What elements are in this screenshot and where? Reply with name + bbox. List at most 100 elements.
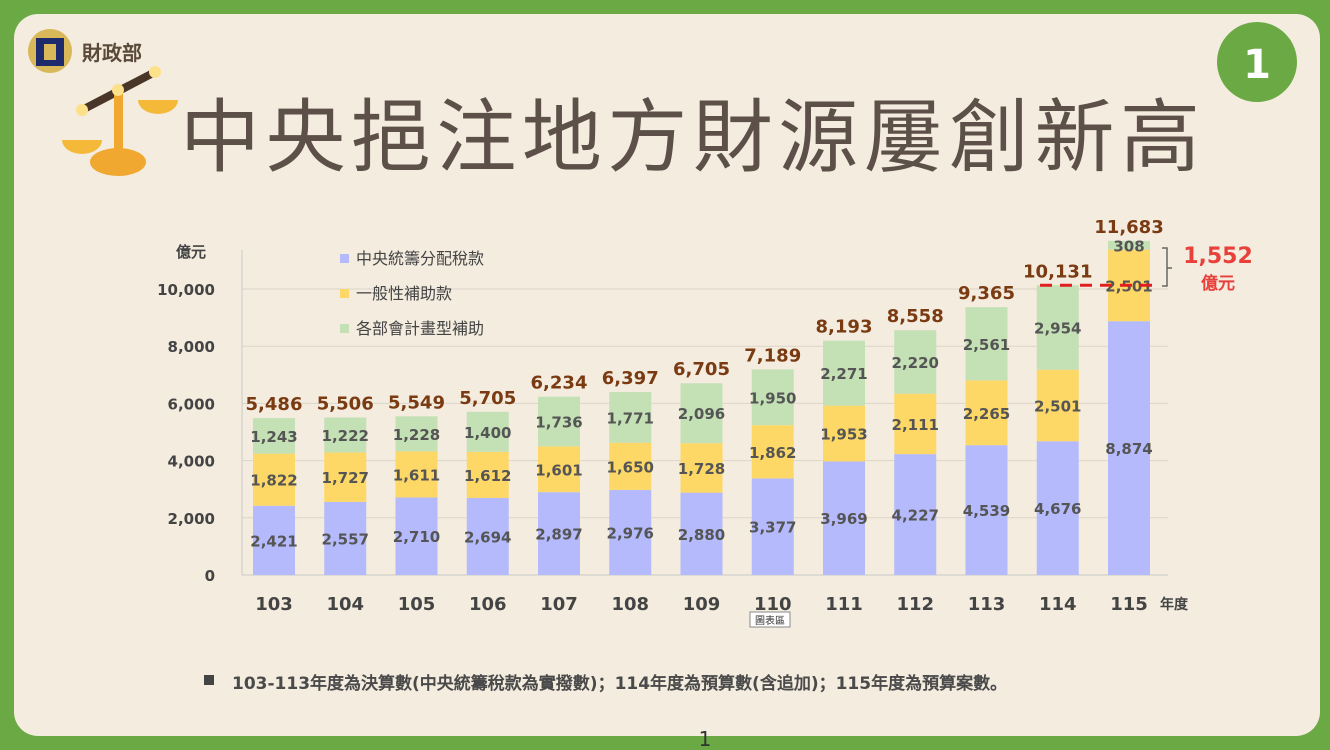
data-label: 2,271 — [820, 365, 867, 383]
total-label: 8,558 — [887, 306, 944, 327]
bar-segment — [395, 451, 438, 498]
x-tick-label: 105 — [398, 594, 436, 615]
bar-segment — [395, 497, 438, 575]
total-label: 7,189 — [744, 345, 801, 366]
total-label: 9,365 — [958, 283, 1015, 304]
total-label: 8,193 — [816, 317, 873, 338]
total-label: 6,397 — [602, 368, 659, 389]
data-label: 2,220 — [892, 354, 939, 372]
total-label: 5,705 — [459, 388, 516, 409]
total-label: 6,705 — [673, 359, 730, 380]
data-label: 4,539 — [963, 502, 1010, 520]
bar-segment — [609, 442, 652, 490]
data-label: 1,950 — [749, 389, 796, 407]
total-label: 5,506 — [317, 394, 374, 415]
bracket — [1162, 247, 1172, 287]
bar-segment — [894, 393, 937, 455]
org-name: 財政部 — [82, 41, 142, 65]
data-label: 1,728 — [678, 460, 725, 478]
increase-unit: 億元 — [1201, 273, 1235, 294]
bar-segment — [1036, 441, 1079, 575]
data-label: 1,222 — [322, 427, 369, 445]
bar-segment — [751, 425, 794, 479]
y-tick-label: 8,000 — [168, 338, 215, 356]
data-label: 2,694 — [464, 528, 511, 546]
x-tick-label: 107 — [540, 594, 578, 615]
bar-segment — [965, 445, 1008, 575]
legend-swatch — [340, 289, 349, 298]
bar-segment — [965, 380, 1008, 446]
bar-segment — [894, 330, 937, 394]
data-label: 8,874 — [1105, 440, 1152, 458]
bar-segment — [823, 461, 865, 575]
x-tick-label: 110 — [754, 594, 792, 615]
bar-segment — [965, 307, 1008, 381]
data-label: 2,976 — [607, 524, 654, 542]
data-label: 1,611 — [393, 466, 440, 484]
data-label: 2,421 — [250, 532, 297, 550]
data-label: 2,265 — [963, 405, 1010, 423]
total-label: 5,486 — [246, 394, 303, 415]
bar-segment — [609, 392, 652, 443]
x-tick-label: 103 — [255, 594, 293, 615]
x-tick-label: 112 — [896, 594, 934, 615]
data-label: 1,650 — [607, 458, 654, 476]
data-label: 1,601 — [535, 461, 582, 479]
bar-segment — [823, 405, 865, 462]
data-label: 1,612 — [464, 467, 511, 485]
bar-segment — [324, 452, 367, 502]
bar-segment — [894, 454, 937, 575]
bar-segment — [1108, 240, 1150, 250]
data-label: 1,243 — [250, 428, 297, 446]
ministry-logo-icon — [28, 29, 72, 73]
data-label: 1,822 — [250, 472, 297, 490]
data-label: 2,111 — [892, 416, 939, 434]
data-label: 308 — [1113, 237, 1144, 255]
footnote-bullet — [204, 675, 214, 685]
bar-segment — [466, 411, 509, 452]
slide-card — [14, 14, 1320, 736]
x-tick-label: 111 — [825, 594, 863, 615]
data-label: 1,771 — [607, 409, 654, 427]
bar-segment — [751, 478, 794, 575]
data-label: 1,727 — [322, 469, 369, 487]
bar-segment — [609, 489, 652, 575]
y-tick-label: 0 — [205, 567, 215, 585]
x-tick-label: 109 — [683, 594, 721, 615]
data-label: 3,377 — [749, 519, 796, 537]
bar-segment — [253, 418, 295, 454]
legend-swatch — [340, 254, 349, 263]
data-label: 2,501 — [1034, 398, 1081, 416]
data-label: 4,676 — [1034, 500, 1081, 518]
bar-segment — [466, 497, 509, 575]
balance-scale-icon — [62, 66, 178, 176]
data-label: 2,954 — [1034, 319, 1081, 337]
page-number: 1 — [699, 727, 712, 750]
legend-swatch — [340, 324, 349, 333]
bar-segment — [324, 417, 367, 453]
y-axis-label: 億元 — [176, 243, 206, 261]
bar-segment — [538, 492, 580, 575]
total-label: 6,234 — [531, 373, 588, 394]
increase-annotation: 1,552 — [1183, 244, 1253, 269]
tooltip: 圖表區 — [755, 614, 785, 627]
data-label: 1,400 — [464, 424, 511, 442]
data-label: 1,228 — [393, 426, 440, 444]
y-tick-label: 10,000 — [157, 281, 215, 299]
data-label: 2,096 — [678, 405, 725, 423]
data-label: 2,880 — [678, 526, 725, 544]
bar-segment — [823, 340, 865, 406]
data-label: 2,557 — [322, 530, 369, 548]
bar-segment — [1108, 321, 1150, 575]
bar-segment — [680, 492, 723, 575]
page-title: 中央挹注地方財源屢創新高 — [180, 91, 1200, 184]
bar-segment — [1036, 369, 1079, 442]
page-badge — [1217, 22, 1297, 102]
y-tick-label: 4,000 — [168, 453, 215, 471]
data-label: 4,227 — [892, 507, 939, 525]
x-axis-label: 年度 — [1160, 596, 1189, 613]
bar-segment — [751, 369, 794, 426]
total-label: 5,549 — [388, 392, 445, 413]
